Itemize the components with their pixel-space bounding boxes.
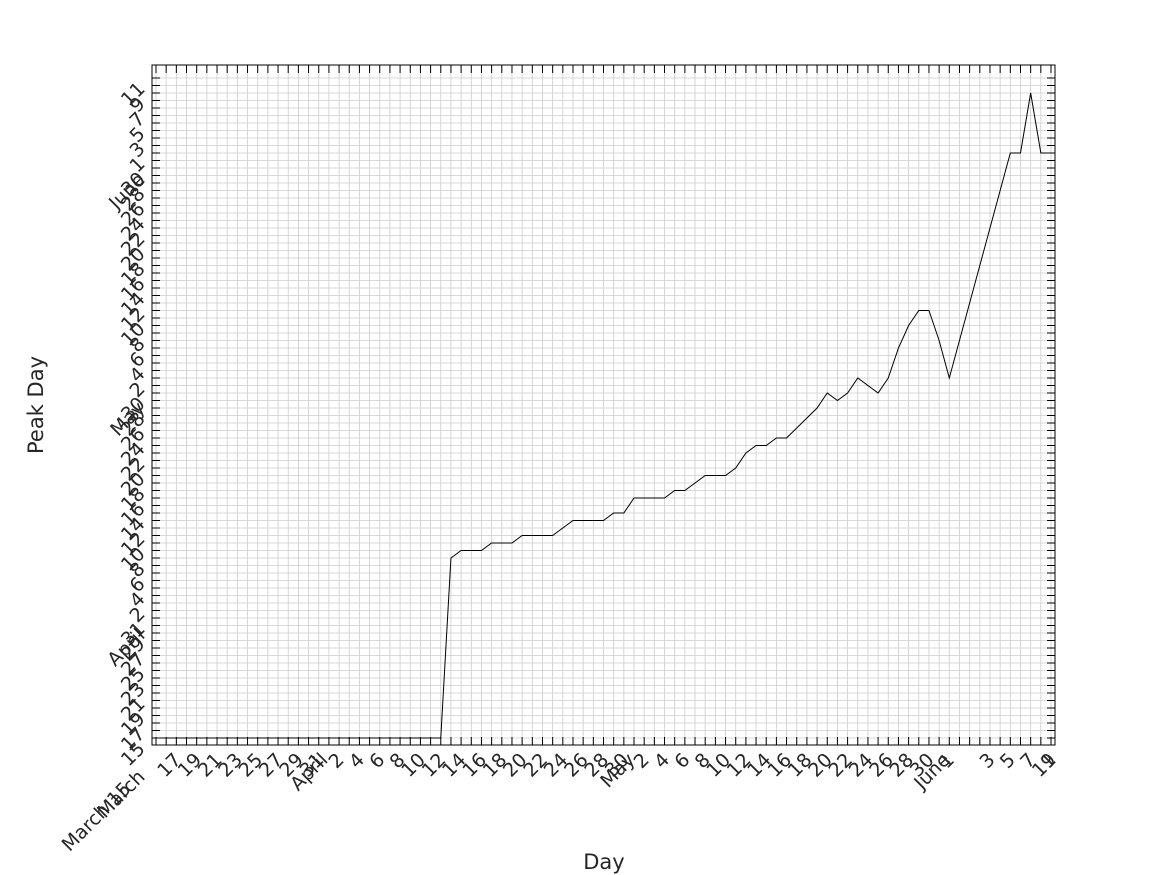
x-tick-label: 3	[975, 749, 999, 773]
y-axis-title: Peak Day	[24, 356, 48, 454]
x-tick-label: 2	[325, 749, 349, 773]
tick-marks	[152, 65, 1055, 745]
y-tick-label: March	[93, 766, 150, 823]
x-tick-label: 11	[1028, 749, 1061, 782]
series-line	[156, 92, 1051, 739]
x-tick-label: 5	[996, 749, 1020, 773]
grid-lines	[152, 65, 1055, 745]
x-tick-labels: March 151719212325272931April24681012141…	[58, 749, 1061, 856]
x-tick-label: 4	[345, 749, 369, 773]
x-tick-label: 6	[670, 749, 694, 773]
plot-frame	[151, 64, 1056, 746]
x-tick-label: 4	[650, 749, 674, 773]
y-tick-labels: March151719212325272931April246810121416…	[93, 78, 150, 823]
x-tick-label: 6	[365, 749, 389, 773]
x-axis-title: Day	[583, 850, 624, 874]
